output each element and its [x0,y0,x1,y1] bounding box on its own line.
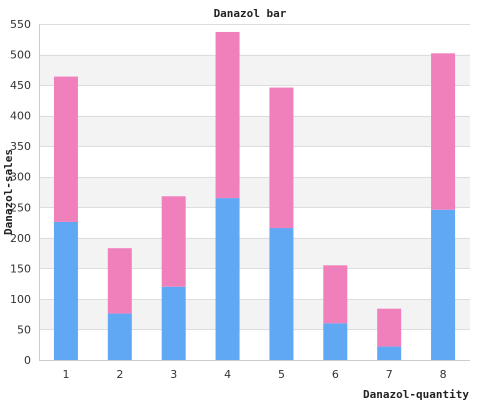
bars [53,31,456,360]
bar-segment-series-2 [377,308,402,347]
bar-segment-series-2 [215,31,240,199]
y-tick-labels: 0 50 100 150 200 250 300 350 400 450 500 550 [10,18,31,367]
bar-segment-series-1 [323,323,348,360]
y-tick-label: 250 [10,201,31,214]
bar-segment-series-2 [161,196,186,287]
y-tick-label: 100 [10,293,31,306]
bar-segment-series-1 [107,313,132,360]
chart-title: Danazol bar [214,7,287,20]
grid-band [39,176,470,208]
x-axis-title: Danazol-quantity [363,388,469,400]
x-tick-label: 4 [224,368,231,381]
grid-band [39,298,470,330]
bar-segment-series-2 [53,76,78,222]
y-tick-label: 200 [10,232,31,245]
x-tick-label: 3 [170,368,177,381]
bar-segment-series-1 [377,346,402,360]
grid-band [39,24,470,55]
bar-segment-series-2 [107,248,132,314]
bar-segment-series-1 [215,198,240,360]
y-tick-label: 300 [10,171,31,184]
bar-segment-series-1 [161,286,186,360]
bar-segment-series-1 [269,228,294,360]
x-tick-label: 1 [62,368,69,381]
grid-band [39,268,470,299]
y-tick-label: 0 [24,354,31,367]
y-tick-label: 50 [17,323,31,336]
x-tick-label: 7 [386,368,393,381]
bar-segment-series-2 [269,87,294,229]
y-tick-label: 350 [10,140,31,153]
bar-segment-series-1 [431,209,456,360]
y-tick-label: 150 [10,262,31,275]
axes [39,24,470,361]
bar-segment-series-1 [53,221,78,360]
grid-band [39,146,470,177]
y-tick-label: 400 [10,110,31,123]
grid-bands [39,24,470,360]
grid-band [39,237,470,269]
y-tick-label: 450 [10,79,31,92]
grid-band [39,54,470,86]
x-tick-labels: 1 2 3 4 5 6 7 8 [62,368,446,381]
grid-band [39,207,470,238]
grid-band [39,329,470,360]
grid-band [39,115,470,147]
x-tick-label: 5 [278,368,285,381]
x-tick-label: 8 [440,368,447,381]
y-tick-label: 500 [10,49,31,62]
bar-segment-series-2 [431,53,456,210]
x-tick-label: 6 [332,368,339,381]
x-tick-label: 2 [116,368,123,381]
bar-segment-series-2 [323,265,348,324]
y-axis-title: Danazol-sales [2,149,15,235]
grid-band [39,85,470,116]
y-tick-label: 550 [10,18,31,31]
